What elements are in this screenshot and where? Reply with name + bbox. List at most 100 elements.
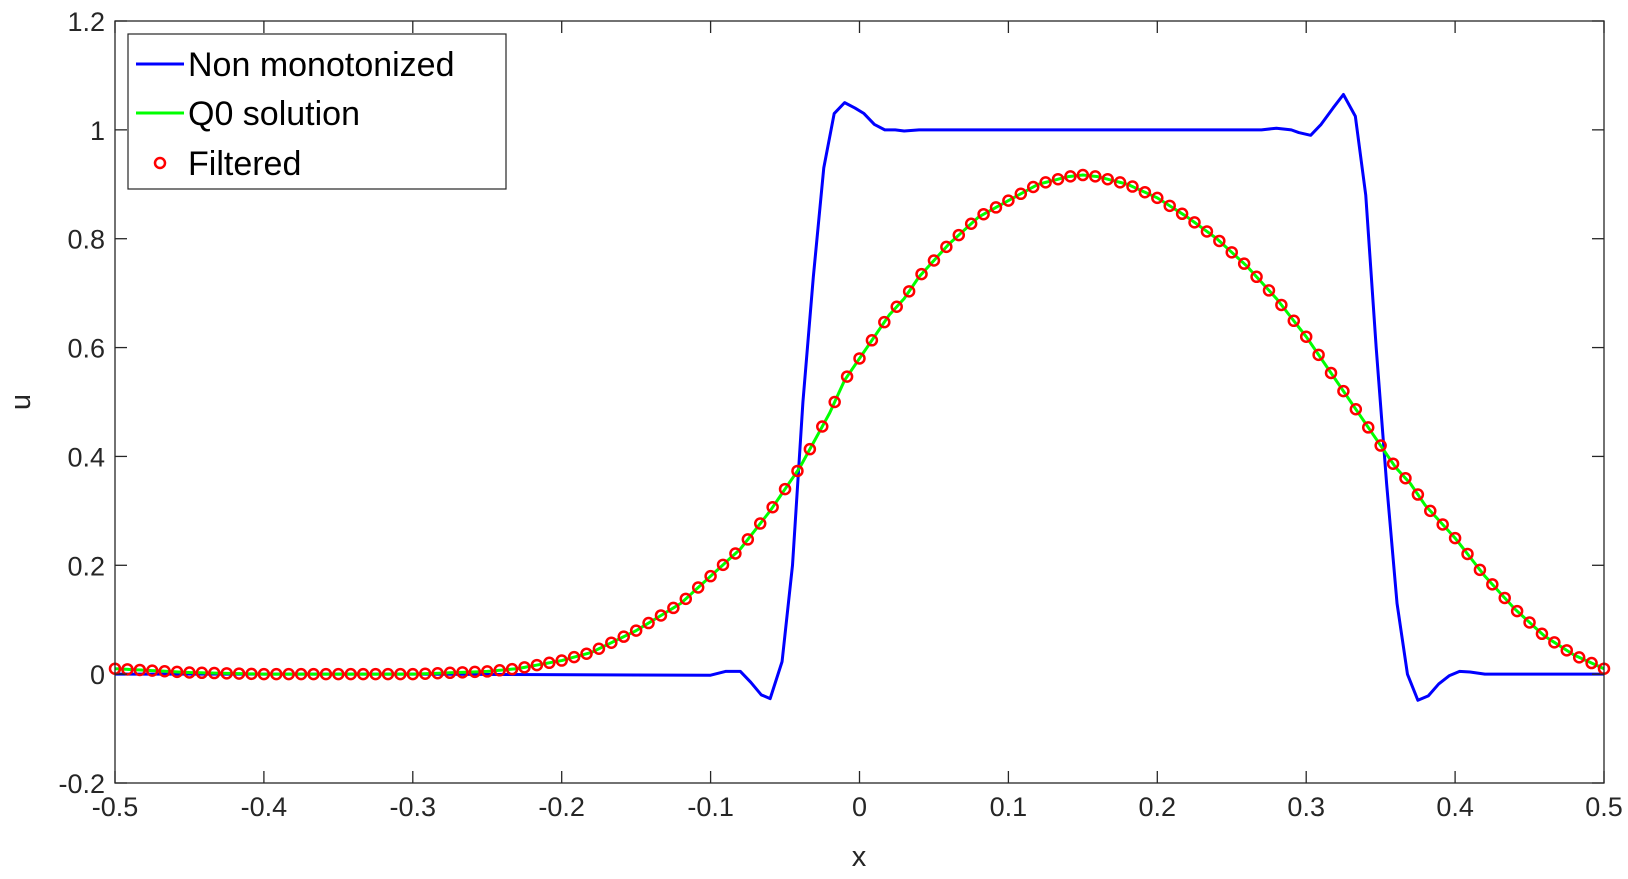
x-tick-label: -0.2 bbox=[538, 792, 585, 822]
filtered-point bbox=[183, 666, 196, 679]
filtered-point bbox=[1448, 531, 1462, 545]
filtered-point bbox=[1486, 578, 1499, 591]
filtered-point bbox=[1411, 488, 1425, 501]
filtered-point bbox=[816, 420, 829, 433]
filtered-point bbox=[307, 667, 320, 681]
legend-box bbox=[127, 33, 507, 190]
filtered-point bbox=[555, 654, 568, 667]
filtered-point bbox=[1275, 298, 1288, 312]
filtered-point bbox=[133, 663, 147, 677]
filtered-point bbox=[1026, 180, 1040, 194]
filtered-point bbox=[1287, 314, 1301, 328]
filtered-point bbox=[232, 667, 246, 680]
y-tick-label: 0.8 bbox=[67, 225, 105, 255]
filtered-point bbox=[1188, 216, 1201, 229]
filtered-point bbox=[629, 624, 643, 637]
filtered-point bbox=[890, 300, 903, 313]
filtered-point bbox=[1151, 191, 1164, 205]
x-axis-label: x bbox=[852, 841, 867, 873]
filtered-point bbox=[170, 665, 184, 679]
filtered-point bbox=[1424, 504, 1437, 518]
filtered-point bbox=[567, 650, 581, 664]
y-tick-label: 0 bbox=[90, 660, 105, 690]
filtered-point bbox=[989, 201, 1003, 214]
filtered-point bbox=[381, 667, 395, 681]
filtered-point bbox=[481, 665, 494, 678]
filtered-point bbox=[691, 581, 705, 594]
filtered-point bbox=[1200, 225, 1214, 238]
filtered-point bbox=[654, 609, 668, 622]
filtered-point bbox=[964, 217, 978, 230]
filtered-point bbox=[1225, 246, 1238, 259]
filtered-point bbox=[505, 662, 519, 676]
filtered-point bbox=[158, 664, 171, 678]
filtered-point bbox=[915, 267, 928, 281]
filtered-point bbox=[1461, 547, 1474, 561]
filtered-point bbox=[468, 665, 482, 679]
legend-label-q0-solution: Q0 solution bbox=[188, 95, 360, 133]
filtered-point bbox=[1138, 185, 1152, 199]
filtered-point bbox=[741, 533, 755, 546]
filtered-point bbox=[208, 666, 221, 680]
filtered-point bbox=[456, 666, 469, 679]
filtered-point bbox=[1386, 457, 1400, 470]
filtered-point bbox=[1299, 330, 1313, 343]
filtered-point bbox=[245, 667, 258, 681]
filtered-point bbox=[1126, 180, 1139, 193]
filtered-point bbox=[1337, 384, 1350, 398]
filtered-point bbox=[704, 569, 717, 583]
filtered-point bbox=[840, 370, 854, 383]
filtered-point bbox=[1548, 636, 1561, 649]
filtered-point bbox=[716, 558, 730, 572]
filtered-point bbox=[1510, 604, 1524, 618]
x-tick-label: 0.2 bbox=[1139, 792, 1177, 822]
y-axis-label: u bbox=[5, 394, 37, 410]
filtered-point bbox=[1002, 194, 1015, 207]
legend-label-filtered: Filtered bbox=[188, 145, 301, 183]
filtered-point bbox=[927, 254, 941, 267]
series-line-non-monotonized bbox=[115, 92, 1604, 702]
y-tick-label: 0.4 bbox=[67, 442, 105, 472]
filtered-point bbox=[282, 667, 295, 681]
filtered-point bbox=[356, 667, 370, 681]
filtered-point bbox=[1237, 257, 1251, 270]
filtered-point bbox=[791, 464, 804, 478]
filtered-point bbox=[679, 592, 693, 606]
filtered-point bbox=[1374, 439, 1387, 452]
filtered-point bbox=[431, 666, 444, 680]
x-tick-label: 0 bbox=[852, 792, 867, 822]
filtered-point bbox=[1399, 471, 1412, 485]
filtered-point bbox=[1039, 176, 1052, 189]
filtered-point bbox=[1113, 176, 1127, 189]
filtered-point bbox=[803, 442, 817, 456]
filtered-point bbox=[642, 616, 655, 630]
filtered-point bbox=[1076, 168, 1090, 182]
filtered-point bbox=[1064, 170, 1077, 183]
filtered-point bbox=[1498, 591, 1511, 605]
filtered-point bbox=[753, 517, 767, 530]
filtered-point bbox=[1361, 421, 1375, 434]
x-tick-label: -0.4 bbox=[241, 792, 288, 822]
legend: Non monotonized Q0 solution Filtered bbox=[127, 33, 507, 190]
filtered-point bbox=[1262, 284, 1276, 297]
filtered-point bbox=[406, 667, 420, 681]
legend-label-non-monotonized: Non monotonized bbox=[188, 46, 455, 84]
filtered-point bbox=[1572, 651, 1586, 664]
filtered-point bbox=[940, 240, 953, 254]
filtered-point bbox=[145, 664, 159, 677]
filtered-point bbox=[617, 630, 630, 643]
filtered-point bbox=[319, 667, 333, 681]
tick-layer: -0.5 -0.4 -0.3 -0.2 -0.1 0 0.1 0.2 0.3 0.4 0.5 -0.2… bbox=[58, 7, 1622, 822]
filtered-point bbox=[667, 601, 680, 615]
filtered-point bbox=[729, 547, 742, 560]
x-tick-label: 0.1 bbox=[990, 792, 1028, 822]
filtered-point bbox=[902, 285, 916, 298]
filtered-point bbox=[1560, 644, 1574, 657]
filtered-point bbox=[369, 667, 382, 681]
filtered-point bbox=[1585, 656, 1598, 670]
series-line-q0-solution bbox=[114, 173, 1605, 676]
y-tick-label: 1 bbox=[90, 116, 105, 146]
filtered-point bbox=[418, 667, 432, 680]
filtered-point bbox=[344, 667, 358, 681]
filtered-point bbox=[1349, 403, 1363, 416]
